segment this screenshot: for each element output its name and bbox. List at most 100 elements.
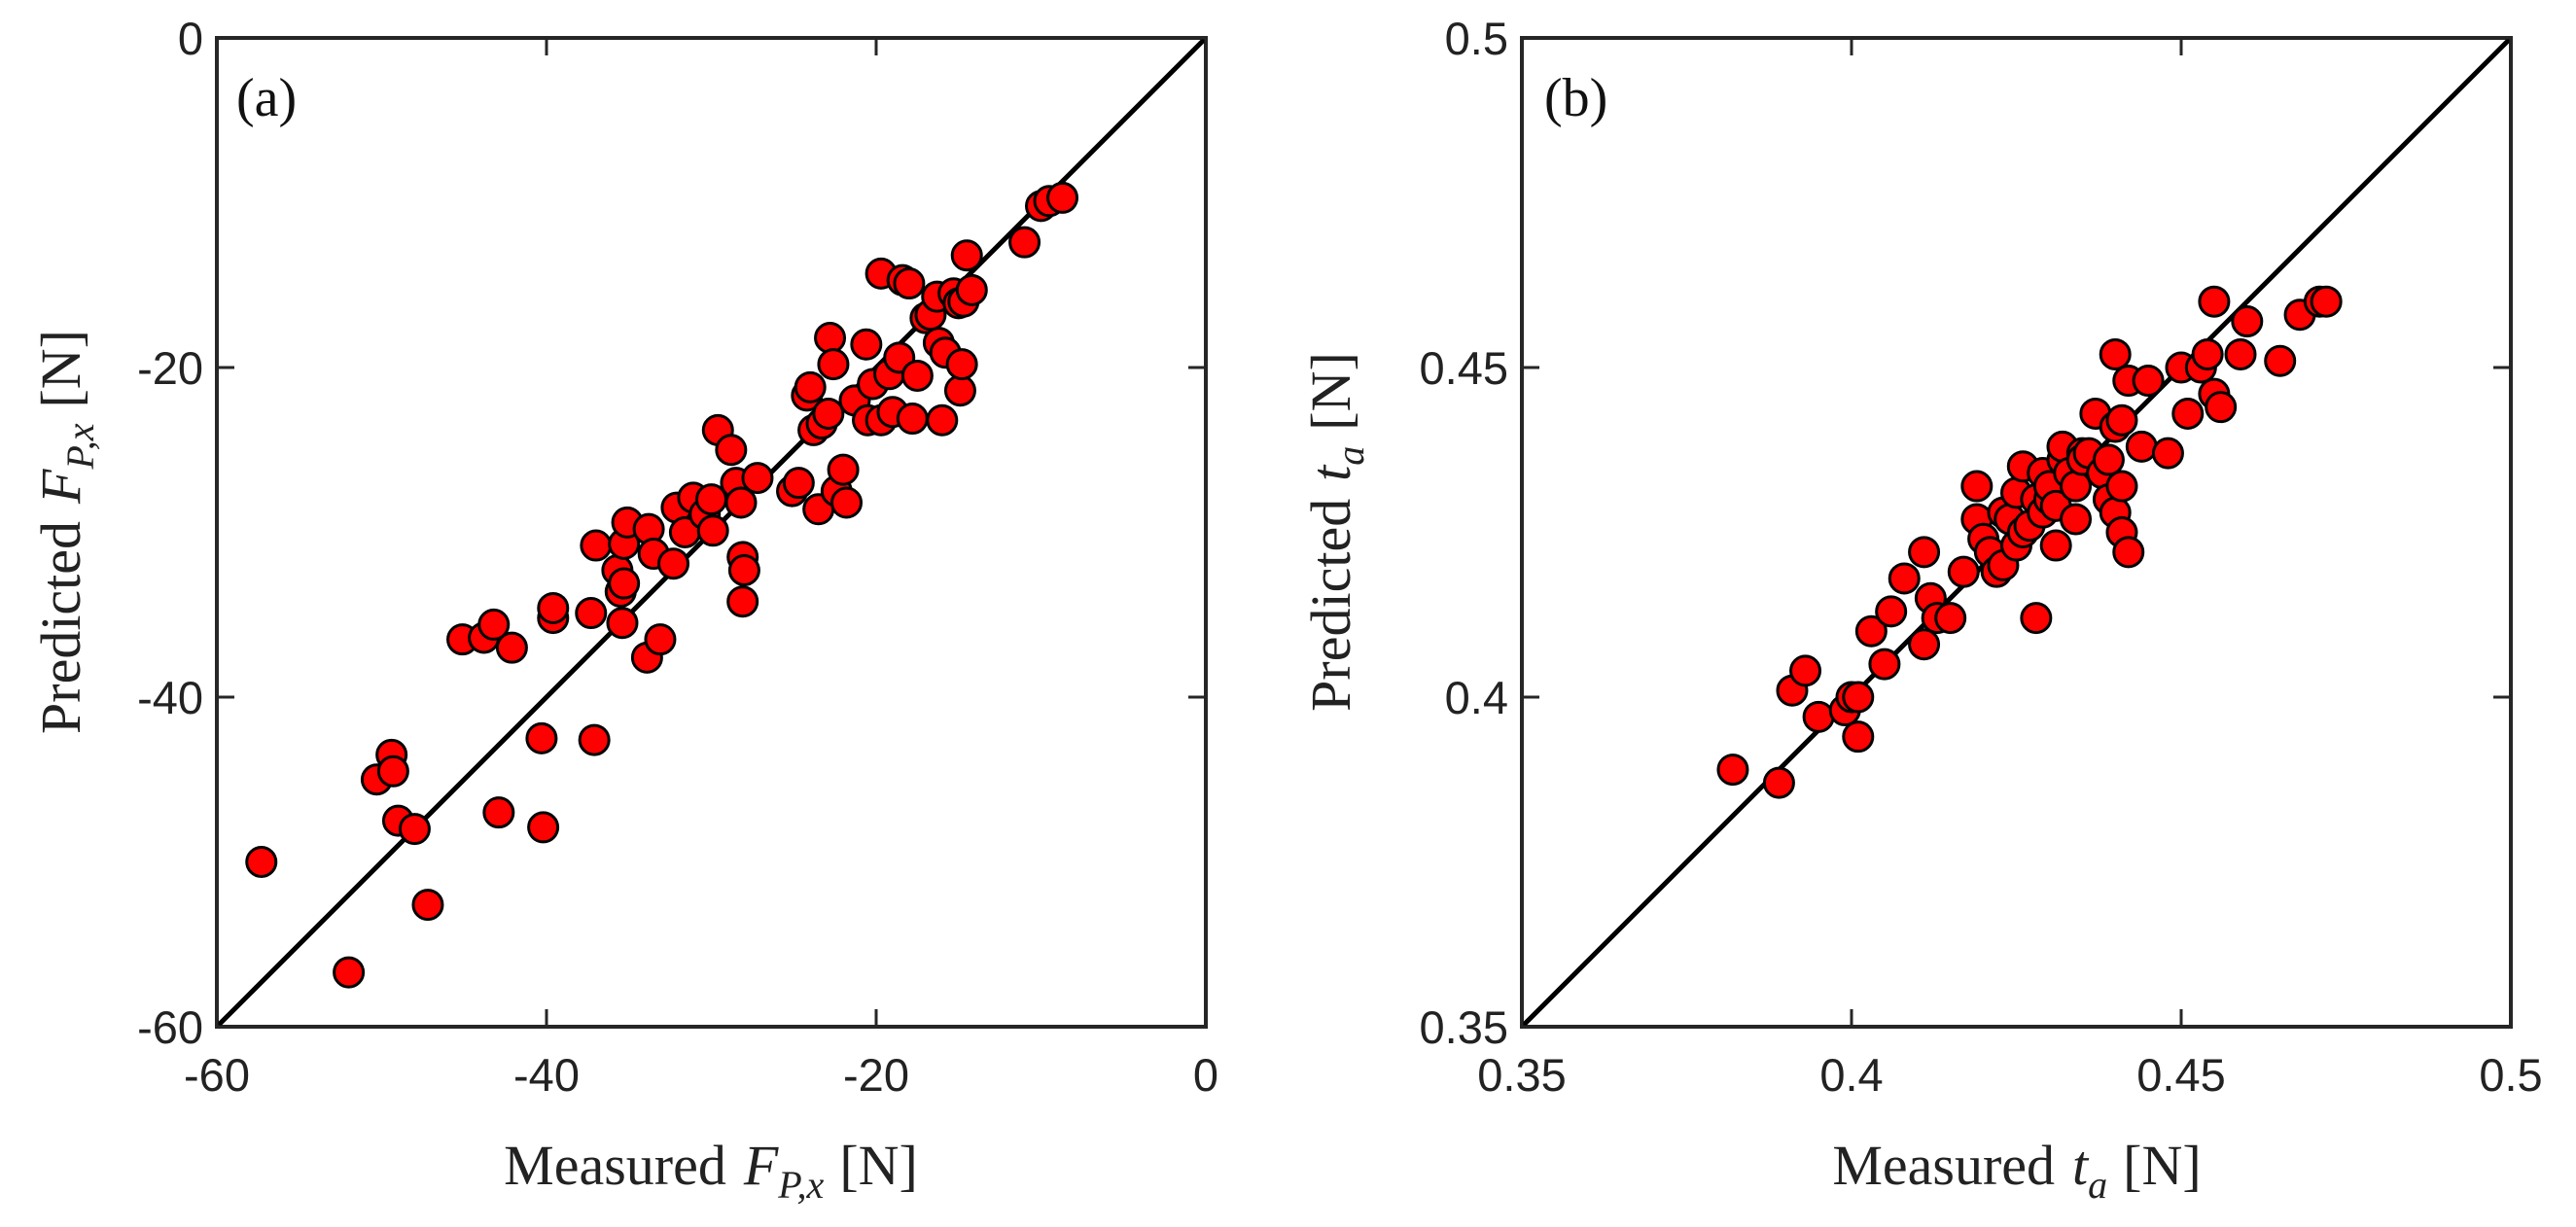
panel-b-data-point: [1908, 536, 1941, 569]
panel-b-data-point: [2060, 470, 2093, 503]
panel-a-x-tick-label: 0: [1193, 1049, 1218, 1101]
panel-b-data-point: [2205, 391, 2238, 424]
panel-b-x-tick-label: 0.4: [1819, 1049, 1883, 1101]
panel-b-x-label-sub: a: [2088, 1163, 2107, 1207]
panel-b-data-point: [2231, 305, 2264, 338]
panel-a-y-axis-label: Predicted FP,x [N]: [29, 330, 102, 734]
panel-b-data-point: [2092, 443, 2125, 476]
panel-a-data-point: [943, 374, 976, 407]
panel-b-data-point: [1960, 470, 1994, 503]
panel-b-data-point: [1802, 700, 1835, 733]
panel-b-data-point: [2099, 337, 2132, 370]
panel-a-data-point: [333, 956, 366, 989]
panel-a-data-point: [812, 397, 845, 430]
panel-a-data-point: [817, 348, 850, 381]
panel-b-scatter: 0.35 0.4 0.45 0.5 0.35 0.4 0.45 0.5 (b) Measure…: [1299, 13, 2543, 1207]
panel-a-data-point: [575, 597, 608, 630]
panel-a-x-tick-label: -20: [843, 1049, 909, 1101]
panel-b-y-tick-label: 0.35: [1420, 1001, 1508, 1053]
panel-b-data-point: [2151, 437, 2184, 470]
panel-b-data-point: [2105, 470, 2138, 503]
panel-b-x-tick-label: 0.45: [2136, 1049, 2225, 1101]
panel-a-data-point: [955, 273, 988, 306]
panel-a-y-tick-label: 0: [178, 13, 203, 64]
panel-a-data-point: [850, 328, 883, 361]
panel-a-data-point: [376, 754, 409, 788]
panel-a-data-point: [726, 585, 759, 618]
panel-a-data-point: [1008, 226, 1041, 259]
panel-b-data-point: [2125, 430, 2158, 463]
panel-a-data-point: [527, 811, 560, 844]
panel-b-points: [1716, 285, 2343, 799]
panel-a-y-label-prefix: Predicted: [29, 521, 92, 734]
panel-a-data-point: [245, 846, 278, 878]
panel-b-y-label-sub: a: [1328, 446, 1372, 466]
panel-a-data-point: [794, 370, 827, 403]
panel-a-data-point: [398, 813, 431, 846]
panel-b-x-label-var: t: [2072, 1134, 2090, 1197]
panel-a-data-point: [657, 547, 690, 580]
panel-b-data-point: [2264, 344, 2297, 377]
panel-a-data-point: [606, 607, 639, 640]
panel-a-data-point: [482, 796, 515, 829]
panel-b-y-label-prefix: Predicted: [1299, 499, 1362, 712]
panel-b-data-point: [2198, 285, 2231, 318]
panel-b-data-point: [2191, 337, 2224, 370]
panel-b-data-point: [2105, 403, 2138, 437]
panel-a-data-point: [945, 348, 978, 381]
panel-a-x-tick-label: -40: [513, 1049, 580, 1101]
panel-a-y-label-sub: P,x: [58, 423, 102, 470]
panel-a-x-label-unit: [N]: [839, 1134, 918, 1197]
panel-b-x-label-prefix: Measured: [1832, 1134, 2055, 1197]
panel-a-data-point: [1046, 181, 1079, 214]
panel-b-y-axis-label: Predicted ta [N]: [1299, 352, 1372, 712]
panel-b-data-point: [1789, 654, 1822, 687]
panel-a-data-point: [926, 403, 959, 437]
panel-b-data-point: [2039, 529, 2072, 562]
panel-b-label: (b): [1544, 68, 1607, 128]
panel-a-y-label-var: F: [29, 469, 92, 505]
panel-b-y-tick-label: 0.5: [1445, 13, 1508, 64]
panel-a-x-axis-label: Measured FP,x [N]: [504, 1134, 918, 1207]
panel-a-data-point: [608, 567, 641, 600]
panel-a-y-tick-label: -20: [137, 342, 203, 394]
panel-b-ticks: 0.35 0.4 0.45 0.5 0.35 0.4 0.45 0.5: [1420, 13, 2543, 1101]
panel-a-data-point: [827, 453, 860, 486]
panel-b-data-point: [2020, 602, 2053, 635]
panel-a-ticks: -60 -40 -20 0 -60 -40 -20 0: [137, 13, 1218, 1101]
panel-a-data-point: [829, 486, 863, 519]
panel-b-y-tick-label: 0.4: [1445, 672, 1508, 723]
panel-b-plot-frame: [1520, 36, 2513, 1029]
panel-a-data-point: [477, 608, 511, 641]
panel-b-data-point: [2112, 536, 2145, 569]
panel-b-data-point: [2132, 365, 2165, 398]
panel-b-data-point: [1888, 562, 1921, 595]
panel-a-data-point: [715, 434, 748, 467]
panel-b-x-label-unit: [N]: [2123, 1134, 2202, 1197]
panel-a-x-tick-label: -60: [184, 1049, 250, 1101]
panel-b-data-point: [1868, 648, 1901, 681]
panel-b-data-point: [1716, 754, 1749, 787]
panel-b-x-axis-label: Measured ta [N]: [1832, 1134, 2201, 1207]
panel-a-data-point: [525, 721, 558, 754]
panel-a-data-point: [893, 267, 926, 300]
panel-a-data-point: [814, 321, 847, 354]
panel-a-data-point: [537, 591, 570, 624]
panel-a-data-point: [578, 723, 611, 756]
panel-a-label: (a): [236, 68, 297, 128]
panel-a-scatter: -60 -40 -20 0-60-40-200 (a) Measured FP,x [N]…: [29, 13, 1218, 1207]
panel-a-y-tick-label: -40: [137, 672, 203, 723]
panel-a-plot-frame: [215, 36, 1208, 1029]
panel-b-data-point: [2310, 285, 2343, 318]
panel-a-points: [245, 181, 1079, 989]
panel-a-data-point: [724, 486, 758, 519]
panel-a-data-point: [900, 359, 934, 392]
panel-b-data-point: [2171, 397, 2205, 430]
panel-b-data-point: [1908, 628, 1941, 661]
panel-b-data-point: [1842, 720, 1875, 754]
panel-a-x-label-sub: P,x: [777, 1163, 824, 1207]
panel-a-x-label-var: F: [743, 1134, 779, 1197]
panel-a-data-point: [950, 239, 983, 272]
panel-b-x-tick-label: 0.35: [1477, 1049, 1566, 1101]
